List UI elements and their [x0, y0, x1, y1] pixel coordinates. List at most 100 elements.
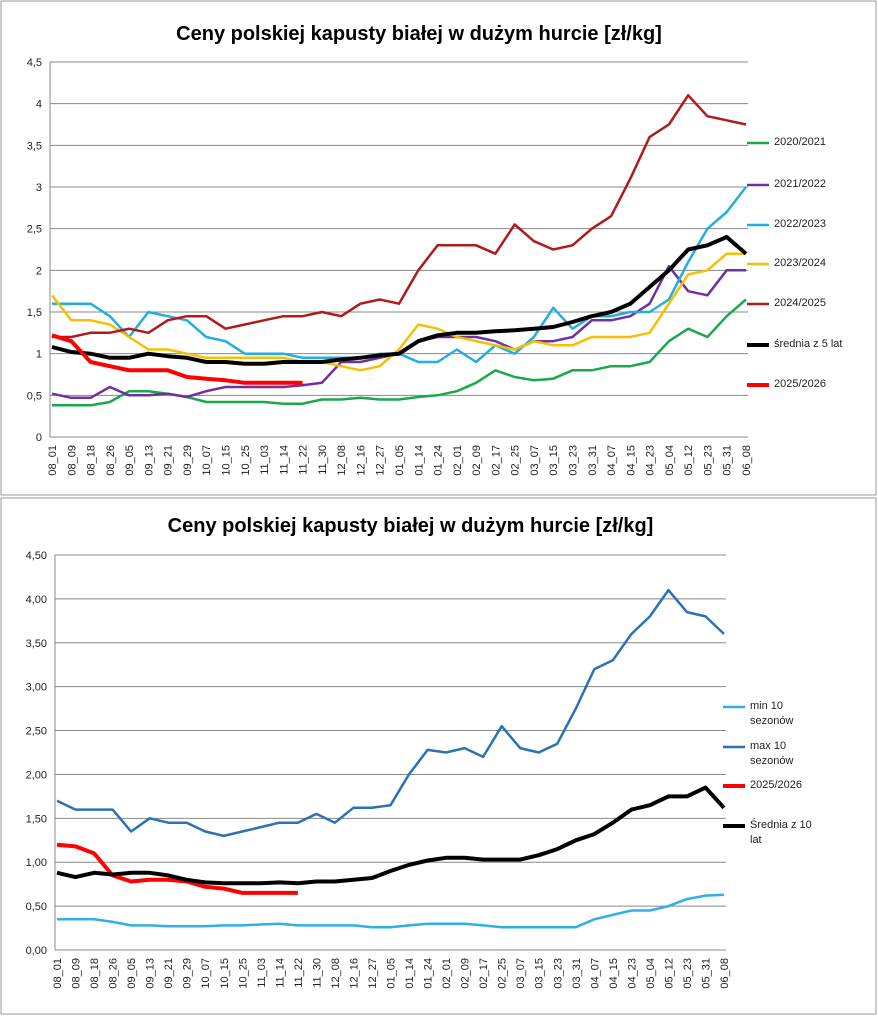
y-tick-label: 3: [36, 182, 42, 194]
x-tick-label: 02_25: [510, 445, 522, 476]
x-tick-label: 02_17: [478, 958, 490, 989]
legend-label: 2022/2023: [774, 218, 826, 230]
legend-label: średnia z 5 lat: [774, 338, 843, 350]
y-tick-label: 0,50: [26, 901, 47, 913]
series-line: [52, 94, 747, 339]
x-tick-label: 10_25: [237, 958, 249, 989]
series-line: [51, 235, 748, 366]
legend-label: 2023/2024: [774, 257, 826, 269]
x-tick-label: 11_22: [293, 958, 305, 988]
x-tick-label: 08_18: [89, 958, 101, 989]
x-tick-label: 02_01: [441, 958, 453, 989]
x-tick-label: 09_05: [124, 445, 136, 476]
x-tick-label: 03_23: [568, 445, 580, 476]
panel-frame: [0, 497, 877, 1015]
y-tick-label: 1,5: [27, 307, 42, 319]
series-line: [57, 893, 725, 929]
x-tick-label: 08_26: [108, 958, 120, 989]
x-tick-label: 02_09: [471, 445, 483, 476]
x-tick-label: 01_24: [423, 958, 435, 989]
legend-label: 2025/2026: [774, 378, 826, 390]
x-tick-label: 09_05: [126, 958, 138, 989]
x-tick-label: 05_12: [663, 958, 675, 989]
series-line: [51, 252, 746, 372]
x-tick-label: 03_31: [587, 445, 599, 476]
y-tick-label: 4,50: [26, 550, 47, 562]
x-tick-label: 12_16: [355, 445, 367, 476]
x-tick-label: 03_15: [548, 445, 560, 476]
x-tick-label: 11_30: [311, 958, 323, 988]
x-tick-label: 11_14: [278, 445, 290, 475]
x-tick-label: 04_15: [608, 958, 620, 989]
legend-label: Średnia z 10 lat: [750, 819, 812, 846]
legend-label: 2021/2022: [774, 178, 826, 190]
x-tick-label: 10_07: [201, 445, 213, 476]
x-tick-label: 01_05: [394, 445, 406, 476]
x-tick-label: 05_31: [700, 958, 712, 989]
y-tick-label: 4,5: [27, 57, 42, 69]
series-line: [51, 264, 746, 400]
x-tick-label: 02_25: [497, 958, 509, 989]
x-tick-label: 10_15: [219, 958, 231, 989]
x-tick-label: 01_14: [413, 445, 425, 476]
x-tick-label: 03_23: [552, 958, 564, 989]
legend-label: min 10 sezonów: [750, 700, 794, 727]
y-tick-label: 4,00: [26, 594, 47, 606]
x-tick-label: 10_15: [221, 445, 233, 476]
y-tick-label: 3,50: [26, 638, 47, 650]
x-tick-label: 05_04: [664, 445, 676, 476]
x-tick-label: 09_21: [163, 445, 175, 476]
x-tick-label: 08_18: [86, 445, 98, 476]
x-tick-label: 01_24: [433, 445, 445, 476]
x-tick-label: 10_07: [200, 958, 212, 989]
x-tick-label: 05_12: [683, 445, 695, 476]
chart-title: Ceny polskiej kapusty białej w dużym hur…: [176, 23, 662, 45]
y-tick-label: 3,00: [26, 682, 47, 694]
x-tick-label: 12_08: [330, 958, 342, 989]
y-tick-label: 0,5: [27, 390, 42, 402]
x-tick-label: 04_23: [645, 445, 657, 476]
series-line: [56, 785, 726, 886]
y-tick-label: 2,00: [26, 769, 47, 781]
x-tick-label: 11_14: [274, 958, 286, 988]
y-tick-label: 0: [36, 432, 42, 444]
x-tick-label: 12_16: [348, 958, 360, 989]
y-tick-label: 1: [36, 349, 42, 361]
x-tick-label: 09_13: [143, 445, 155, 476]
y-tick-label: 1,00: [26, 857, 47, 869]
x-tick-label: 06_08: [719, 958, 731, 989]
x-tick-label: 11_03: [259, 445, 271, 475]
x-tick-label: 12_08: [336, 445, 348, 476]
x-tick-label: 08_09: [71, 958, 83, 989]
y-tick-label: 4: [36, 99, 42, 111]
x-tick-label: 08_01: [52, 958, 64, 989]
panel-frame: [0, 0, 877, 496]
x-tick-label: 03_31: [571, 958, 583, 989]
x-tick-label: 05_23: [682, 958, 694, 989]
x-tick-label: 06_08: [741, 445, 753, 476]
x-tick-label: 05_23: [702, 445, 714, 476]
chart-title: Ceny polskiej kapusty białej w dużym hur…: [168, 515, 654, 537]
x-tick-label: 04_15: [625, 445, 637, 476]
x-tick-label: 05_31: [722, 445, 734, 476]
y-tick-label: 0,00: [26, 945, 47, 957]
x-tick-label: 12_27: [375, 445, 387, 476]
legend-label: max 10 sezonów: [750, 740, 794, 767]
x-tick-label: 12_27: [367, 958, 379, 989]
y-tick-label: 2,50: [26, 726, 47, 738]
x-tick-label: 02_09: [460, 958, 472, 989]
x-tick-label: 01_14: [404, 958, 416, 989]
x-tick-label: 09_29: [182, 445, 194, 476]
legend-label: 2020/2021: [774, 136, 826, 148]
x-tick-label: 04_07: [606, 445, 618, 476]
x-tick-label: 03_07: [515, 958, 527, 989]
x-tick-label: 02_01: [452, 445, 464, 476]
x-tick-label: 10_25: [240, 445, 252, 476]
y-tick-label: 2,5: [27, 224, 42, 236]
x-tick-label: 09_29: [182, 958, 194, 989]
x-tick-label: 04_23: [626, 958, 638, 989]
x-tick-label: 09_21: [163, 958, 175, 989]
legend-label: 2024/2025: [774, 297, 826, 309]
x-tick-label: 11_03: [256, 958, 268, 988]
